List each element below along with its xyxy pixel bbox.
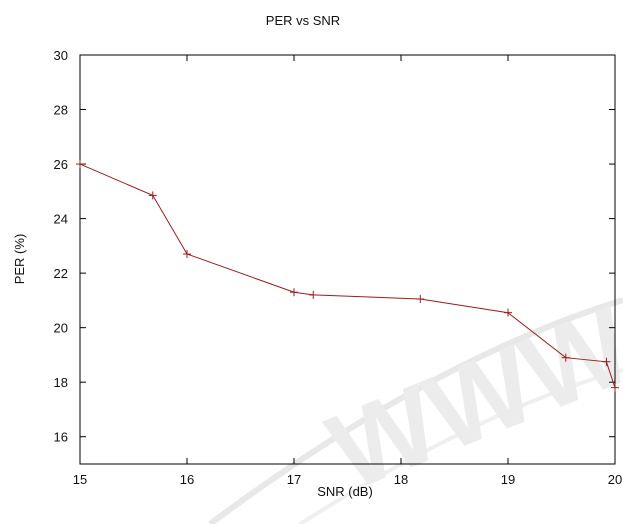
x-axis: 15 16 17 18 19 20: [73, 55, 622, 487]
data-point: [602, 357, 611, 366]
y-tick-label: 22: [54, 266, 68, 281]
series-group: [76, 160, 619, 392]
y-tick-label: 24: [54, 212, 68, 227]
data-point: [504, 308, 512, 317]
series-line: [79, 163, 616, 388]
x-axis-label: SNR (dB): [317, 484, 373, 499]
x-tick-label: 17: [287, 472, 301, 487]
x-tick-label: 20: [608, 472, 622, 487]
plot-area: [79, 54, 616, 465]
data-point: [76, 160, 84, 169]
watermark-text: WWW: [313, 283, 623, 514]
watermark-arc: [208, 297, 623, 524]
data-point: [416, 295, 425, 304]
data-point: [148, 191, 157, 200]
watermark: WWW: [208, 283, 623, 524]
x-tick-label: 19: [501, 472, 515, 487]
y-tick-label: 26: [54, 157, 68, 172]
y-tick-label: 30: [54, 48, 68, 63]
y-tick-label: 20: [54, 321, 68, 336]
data-point: [183, 250, 191, 259]
data-point: [290, 288, 298, 297]
y-tick-label: 28: [54, 103, 68, 118]
y-tick-label: 16: [54, 430, 68, 445]
y-axis-label: PER (%): [12, 234, 27, 285]
x-tick-label: 18: [394, 472, 408, 487]
data-point: [561, 353, 570, 362]
watermark-arc-inner: [298, 368, 623, 524]
data-point: [309, 290, 318, 299]
y-tick-label: 18: [54, 375, 68, 390]
chart-title: PER vs SNR: [266, 13, 340, 28]
x-tick-label: 16: [180, 472, 194, 487]
x-tick-label: 15: [73, 472, 87, 487]
data-point: [611, 383, 619, 392]
y-axis: 16 18 20 22 24 26 28 30: [54, 48, 615, 445]
